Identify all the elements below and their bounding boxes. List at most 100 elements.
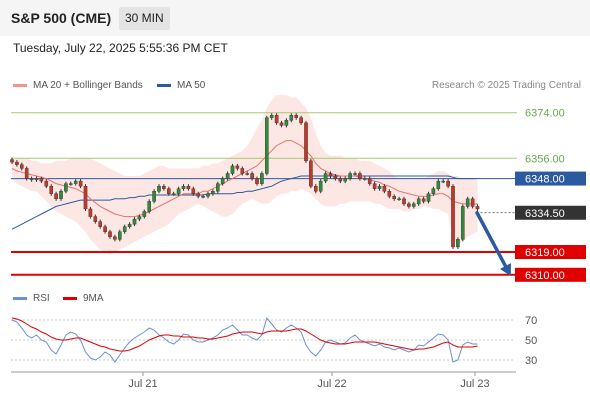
- candle-body: [426, 193, 431, 202]
- candle-body: [215, 183, 220, 192]
- candle-body: [416, 198, 421, 205]
- candle-body: [441, 180, 446, 183]
- candle-body: [186, 185, 191, 189]
- candle-body: [64, 183, 68, 192]
- forecast-arrow-head: [499, 263, 511, 277]
- candle-body: [49, 185, 53, 194]
- candle-body: [176, 188, 181, 194]
- candle-body: [240, 168, 245, 174]
- level-tag-text-6348.00: 6348.00: [525, 174, 565, 186]
- candle-body: [407, 203, 411, 207]
- candle-body: [397, 198, 401, 201]
- candle-body: [314, 185, 318, 192]
- ma50-swatch: [157, 83, 171, 87]
- last-price-text: 6334.50: [525, 208, 565, 220]
- candle-body: [206, 193, 210, 197]
- rsi-tick-50: 50: [525, 335, 537, 347]
- ma20-line: [11, 140, 478, 218]
- candle-body: [392, 196, 397, 200]
- legend-rsi: RSI: [13, 293, 50, 304]
- candle-body: [269, 115, 274, 118]
- candle-body: [122, 226, 127, 232]
- candle-body: [191, 188, 196, 194]
- candle-body: [265, 117, 269, 174]
- candle-body: [166, 188, 171, 194]
- candle-body: [250, 173, 254, 179]
- legend-ma20-label: MA 20 + Bollinger Bands: [33, 80, 143, 91]
- level-tag-6348.00: [515, 171, 586, 186]
- level-label-6356.00: 6356.00: [525, 153, 565, 165]
- candle-body: [465, 198, 470, 207]
- candle-body: [328, 173, 333, 177]
- candle-body: [15, 161, 19, 165]
- candle-body: [73, 180, 78, 184]
- candle-body: [34, 178, 39, 181]
- legend-ma50: MA 50: [157, 80, 205, 91]
- candle-body: [93, 216, 98, 222]
- candle-body: [402, 198, 406, 205]
- candle-body: [132, 218, 137, 225]
- forecast-arrow: [475, 211, 510, 273]
- ma9-swatch: [63, 296, 77, 300]
- candle-body: [88, 208, 93, 217]
- candle-body: [68, 183, 73, 185]
- candle-body: [201, 196, 205, 198]
- candle-body: [358, 173, 362, 179]
- level-tag-text-6310.00: 6310.00: [525, 270, 565, 282]
- candle-body: [333, 175, 338, 179]
- rsi-tick-70: 70: [525, 315, 537, 327]
- candle-body: [294, 115, 299, 118]
- candle-body: [304, 122, 308, 162]
- candle-body: [211, 191, 215, 194]
- candle-body: [456, 239, 460, 248]
- candle-body: [171, 193, 176, 195]
- legend-rsi-label: RSI: [33, 293, 50, 304]
- candle-body: [382, 185, 387, 192]
- rsi-line: [11, 316, 478, 363]
- candle-body: [220, 178, 225, 184]
- candle-body: [284, 120, 289, 126]
- candle-body: [260, 173, 264, 184]
- candle-body: [59, 191, 63, 200]
- x-tick-label-Jul-23: Jul 23: [460, 378, 489, 390]
- candle-body: [10, 159, 14, 163]
- candle-body: [157, 185, 161, 192]
- candle-body: [343, 178, 348, 182]
- rsi-tick-30: 30: [525, 355, 537, 367]
- candle-body: [230, 165, 235, 174]
- candle-body: [348, 173, 352, 179]
- candle-body: [245, 173, 250, 175]
- candle-body: [309, 160, 313, 187]
- candle-body: [29, 178, 34, 181]
- candle-body: [54, 193, 58, 200]
- candle-body: [461, 206, 465, 240]
- candle-body: [338, 178, 343, 182]
- candle-body: [367, 178, 372, 184]
- candle-body: [436, 180, 441, 189]
- candle-body: [39, 178, 44, 182]
- ma20-swatch: [13, 83, 27, 87]
- candle-body: [152, 191, 156, 202]
- candle-body: [83, 185, 88, 210]
- candle-body: [147, 201, 152, 212]
- candle-body: [127, 223, 132, 227]
- research-credit: Research © 2025 Trading Central: [431, 80, 581, 91]
- candle-body: [117, 231, 122, 240]
- legend-9ma: 9MA: [63, 293, 104, 304]
- legend-9ma-label: 9MA: [83, 293, 104, 304]
- candle-body: [475, 206, 480, 210]
- timeframe-badge[interactable]: 30 MIN: [119, 7, 170, 30]
- candle-body: [98, 221, 102, 227]
- x-tick-label-Jul-21: Jul 21: [128, 378, 157, 390]
- legend-ma50-label: MA 50: [177, 80, 206, 91]
- candle-body: [255, 178, 259, 184]
- level-tag-6310.00: [515, 267, 586, 282]
- candle-body: [353, 173, 357, 175]
- candle-body: [24, 168, 29, 179]
- header-bar: [0, 0, 590, 36]
- candle-body: [289, 115, 294, 121]
- candle-body: [431, 188, 436, 194]
- candle-body: [274, 115, 279, 124]
- candle-body: [196, 193, 201, 197]
